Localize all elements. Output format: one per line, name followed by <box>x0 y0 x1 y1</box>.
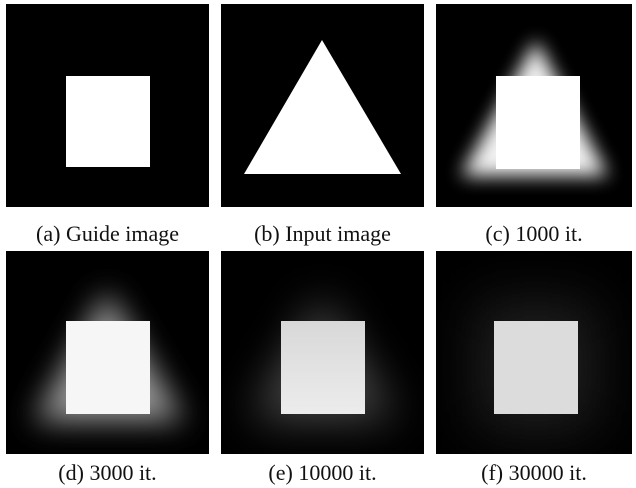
result-30000-image <box>436 251 632 454</box>
guide-square-image <box>6 4 209 207</box>
panel-guide-image <box>6 4 209 207</box>
caption-f: (f) 30000 it. <box>481 460 587 485</box>
caption-c: (c) 1000 it. <box>485 221 583 246</box>
result-3000-image <box>6 251 209 454</box>
caption-b: (b) Input image <box>254 221 391 246</box>
panel-input-image <box>221 4 424 207</box>
caption-a: (a) Guide image <box>36 221 179 246</box>
result-1000-image <box>436 4 632 207</box>
caption-e: (e) 10000 it. <box>268 460 377 485</box>
caption-d: (d) 3000 it. <box>58 460 157 485</box>
input-triangle-image <box>221 4 424 207</box>
result-10000-image <box>221 251 424 454</box>
panel-3000-iterations <box>6 251 209 454</box>
panel-10000-iterations <box>221 251 424 454</box>
panel-1000-iterations <box>436 4 632 207</box>
panel-30000-iterations <box>436 251 632 454</box>
